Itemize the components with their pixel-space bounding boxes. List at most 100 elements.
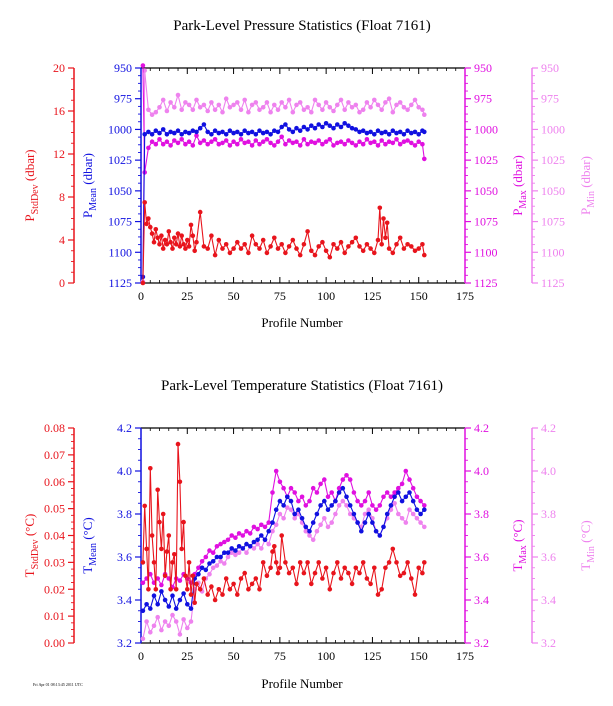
mean-data-point [177, 597, 183, 603]
min-data-point [197, 105, 203, 110]
stddev-data-point [153, 587, 159, 592]
mean-tick-label: 1050 [108, 184, 132, 198]
min-data-point [294, 102, 299, 108]
max-data-point [149, 139, 155, 144]
max-axis: 3.2 3.4 3.6 3.8 4.0 4.2 TMax (°C) [464, 421, 529, 650]
stddev-data-point [422, 560, 427, 565]
stddev-data-point [172, 552, 177, 557]
min-data-point [325, 524, 331, 530]
mean-axis-label: TMean (°C) [80, 517, 99, 574]
mean-data-point [412, 129, 418, 135]
min-tick-label: 4.2 [541, 421, 556, 435]
stddev-data-point [220, 592, 225, 597]
mean-data-point [272, 128, 277, 133]
stddev-data-point [360, 248, 366, 254]
max-axis-label: PMax (dbar) [510, 155, 529, 216]
mean-data-point [401, 132, 407, 137]
mean-tick-label: 975 [114, 92, 132, 106]
stddev-data-point [153, 227, 159, 232]
mean-axis: 950 975 1000 1025 1050 1075 1100 1125 PMean (dba… [80, 61, 142, 290]
max-data-point [251, 524, 257, 530]
max-data-point [286, 138, 292, 143]
footnote-timestamp: Fri Apr 01 08:13:45 2011 UTC [33, 682, 83, 687]
max-data-point [301, 137, 307, 142]
max-data-point [214, 544, 220, 549]
min-axis-label: TMin (°C) [578, 520, 597, 570]
max-data-point [292, 490, 298, 495]
mean-data-point [336, 490, 342, 495]
max-axis-label: TMax (°C) [510, 519, 529, 571]
max-data-point [262, 524, 268, 530]
mean-data-point [403, 494, 409, 500]
stddev-data-point [379, 242, 385, 247]
min-data-point [188, 619, 194, 624]
stddev-data-point [349, 581, 355, 587]
stddev-data-point [209, 584, 214, 589]
min-axis: 3.2 3.4 3.6 3.8 4.0 4.2 TMin (°C) [531, 421, 597, 650]
stddev-data-point [268, 565, 273, 571]
stddev-data-point [201, 244, 207, 249]
mean-data-point [355, 520, 360, 525]
min-data-point [320, 107, 325, 113]
stddev-data-point [273, 560, 279, 565]
mean-data-point [262, 537, 268, 543]
min-data-point [333, 511, 338, 517]
mean-data-point [170, 593, 175, 598]
max-data-point [399, 481, 405, 487]
min-data-point [288, 507, 294, 512]
mean-tick-label: 1075 [108, 215, 132, 229]
mean-data-point [210, 559, 216, 564]
stddev-data-point [151, 239, 157, 245]
mean-data-point [399, 498, 405, 504]
mean-axis: 3.2 3.4 3.6 3.8 4.0 4.2 TMean (°C) [80, 421, 142, 650]
pressure-chart-title: Park-Level Pressure Statistics (Float 71… [173, 18, 430, 34]
min-data-point [185, 625, 190, 631]
mean-data-point [318, 503, 323, 508]
x-tick-label: 150 [410, 289, 428, 303]
stddev-data-point [242, 242, 247, 247]
min-data-point [397, 100, 403, 105]
mean-data-point [418, 511, 423, 517]
stddev-data-point [301, 242, 307, 247]
mean-data-point [153, 128, 159, 133]
mean-data-point [286, 127, 292, 132]
mean-data-point [405, 128, 410, 133]
min-data-point [353, 102, 359, 108]
mean-data-point [238, 132, 244, 137]
min-data-point [214, 563, 220, 568]
min-data-point [160, 97, 166, 103]
mean-data-point [214, 554, 220, 560]
mean-data-point [357, 129, 362, 135]
max-data-point [260, 139, 266, 144]
stddev-data-point [353, 565, 359, 571]
max-data-point [336, 485, 342, 491]
max-data-point [309, 139, 314, 144]
min-data-point [273, 522, 279, 528]
min-data-point [173, 619, 179, 624]
mean-data-point [203, 567, 209, 573]
stddev-data-point [349, 239, 355, 245]
stddev-data-point [377, 205, 383, 211]
stddev-data-point [144, 546, 149, 552]
min-data-point [362, 511, 368, 517]
min-data-point [257, 107, 262, 113]
min-data-point [283, 105, 288, 110]
mean-data-point [209, 132, 214, 137]
max-data-point [349, 140, 355, 146]
x-tick-label: 75 [274, 649, 286, 663]
stddev-data-point [294, 246, 299, 251]
mean-data-point [260, 130, 266, 136]
stddev-data-point [170, 560, 175, 565]
stddev-data-point [186, 560, 192, 565]
max-data-point [249, 143, 255, 148]
mean-data-point [257, 128, 262, 133]
stddev-data-point [242, 570, 247, 576]
min-data-point [410, 511, 416, 517]
max-data-point [179, 137, 184, 142]
mean-data-point [390, 128, 396, 133]
max-data-point [253, 138, 259, 143]
mean-data-point [166, 604, 172, 609]
stddev-data-point [331, 242, 336, 247]
mean-data-point [220, 129, 225, 135]
stddev-data-point [223, 576, 229, 581]
